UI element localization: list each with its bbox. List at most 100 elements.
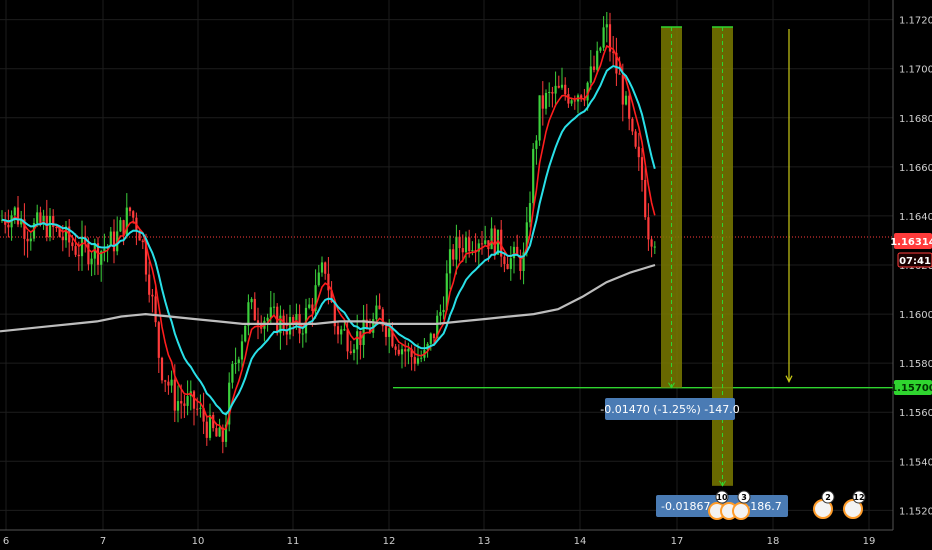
candle-body bbox=[420, 357, 423, 359]
candle-body bbox=[167, 381, 170, 386]
candle-body bbox=[228, 382, 231, 425]
candle-body bbox=[186, 396, 189, 406]
event-count-badge: 2 bbox=[825, 493, 831, 502]
candle-body bbox=[560, 84, 564, 88]
candle-body bbox=[372, 319, 375, 333]
candle-body bbox=[250, 298, 253, 303]
candle-body bbox=[570, 100, 573, 104]
candle-body bbox=[336, 326, 340, 335]
moving-average-lines bbox=[0, 44, 656, 432]
candle-body bbox=[330, 290, 333, 303]
candle-body bbox=[87, 242, 90, 265]
candle-body bbox=[468, 237, 471, 252]
candle-body bbox=[128, 207, 132, 212]
candle-body bbox=[503, 256, 506, 264]
candle-body bbox=[93, 243, 96, 259]
candle-body bbox=[567, 94, 570, 104]
event-badge-group-1[interactable]: 10 3 bbox=[708, 490, 751, 520]
candle-body bbox=[295, 314, 298, 325]
candle-body bbox=[256, 320, 260, 325]
candle-body bbox=[215, 428, 218, 437]
candle-body bbox=[16, 207, 20, 225]
measure-1-arrowhead bbox=[668, 382, 675, 389]
candle-body bbox=[52, 216, 55, 227]
candle-body bbox=[458, 236, 461, 249]
candle-body bbox=[218, 427, 221, 437]
ema-slow-line bbox=[1, 65, 656, 416]
candle-body bbox=[644, 179, 647, 218]
candle-body bbox=[349, 351, 352, 353]
x-tick-label: 19 bbox=[863, 536, 876, 547]
candle-body bbox=[455, 236, 458, 260]
candle-body bbox=[368, 329, 372, 333]
candle-body bbox=[394, 346, 397, 350]
candle-body bbox=[522, 252, 525, 271]
candle-body bbox=[320, 262, 324, 273]
time-axis-labels: 6 7 10 11 12 13 14 17 18 19 bbox=[3, 536, 876, 547]
candle-body bbox=[224, 424, 228, 442]
candle-body bbox=[400, 349, 404, 355]
candle-body bbox=[122, 220, 125, 236]
flag-icon bbox=[843, 499, 863, 519]
candle-body bbox=[7, 224, 10, 228]
candle-body bbox=[471, 250, 474, 252]
candle-body bbox=[516, 246, 519, 256]
target-level-tag: 1.15700 bbox=[890, 380, 932, 395]
candle-body bbox=[509, 258, 512, 269]
candle-body bbox=[365, 319, 368, 330]
candle-body bbox=[308, 304, 311, 308]
candle-body bbox=[439, 312, 442, 316]
candle-body bbox=[55, 226, 58, 229]
candle-body bbox=[154, 296, 157, 323]
candle-body bbox=[333, 302, 336, 327]
candle-body bbox=[340, 329, 343, 335]
measure-2-arrowhead bbox=[719, 480, 726, 487]
ma-long-line bbox=[0, 263, 656, 333]
measure-1-label[interactable]: -0.01470 (-1.25%) -147.0 bbox=[600, 398, 740, 420]
time-axis[interactable] bbox=[0, 530, 932, 550]
candle-body bbox=[599, 47, 602, 51]
candle-body bbox=[381, 309, 384, 327]
candle-body bbox=[541, 95, 544, 109]
candle-body bbox=[100, 251, 103, 265]
drawing-overlays[interactable] bbox=[0, 26, 893, 487]
candle-body bbox=[141, 240, 144, 243]
event-badge-group-3[interactable]: 12 bbox=[843, 490, 866, 519]
y-tick-label: 1.16000 bbox=[899, 310, 932, 321]
candle-body bbox=[634, 131, 637, 147]
candle-body bbox=[138, 231, 141, 241]
candle-body bbox=[311, 304, 314, 311]
candle-body bbox=[240, 341, 244, 360]
candle-body bbox=[32, 222, 36, 239]
candle-body bbox=[429, 333, 432, 344]
candle-body bbox=[388, 328, 391, 337]
candle-body bbox=[352, 349, 356, 353]
candle-body bbox=[586, 82, 589, 101]
candle-body bbox=[404, 349, 407, 352]
y-tick-label: 1.17000 bbox=[899, 65, 932, 76]
candle-body bbox=[621, 74, 624, 105]
candle-body bbox=[119, 220, 122, 232]
candle-body bbox=[551, 91, 554, 94]
candle-body bbox=[13, 207, 16, 216]
candle-body bbox=[231, 364, 234, 383]
candle-body bbox=[77, 254, 80, 257]
measure-2-text-prefix: -0.01867 bbox=[661, 500, 710, 513]
candle-body bbox=[525, 222, 528, 253]
candle-body bbox=[164, 380, 167, 382]
candle-body bbox=[554, 85, 557, 94]
candle-body bbox=[432, 333, 436, 339]
candle-body bbox=[173, 379, 176, 411]
measure-2-box bbox=[712, 26, 733, 486]
candle-body bbox=[624, 95, 628, 105]
candle-body bbox=[266, 317, 269, 321]
candle-body bbox=[327, 273, 330, 291]
candle-body bbox=[180, 401, 183, 404]
candle-body bbox=[557, 85, 560, 88]
candle-body bbox=[23, 219, 26, 239]
event-badge-group-2[interactable]: 2 bbox=[813, 490, 835, 519]
candle-body bbox=[564, 84, 567, 95]
x-tick-label: 11 bbox=[287, 536, 300, 547]
candle-body bbox=[244, 325, 247, 342]
